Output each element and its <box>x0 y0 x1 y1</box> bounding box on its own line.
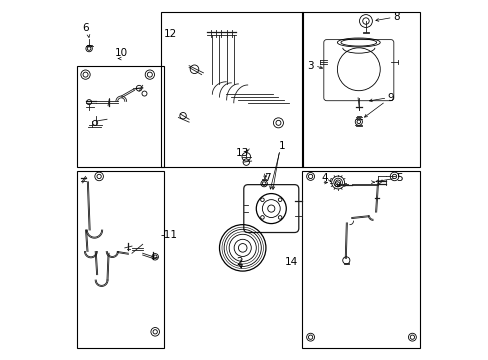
Bar <box>301 12 419 167</box>
Text: 5: 5 <box>396 173 403 183</box>
Text: 13: 13 <box>236 148 249 158</box>
Text: 12: 12 <box>164 28 177 39</box>
Text: 6: 6 <box>82 23 89 33</box>
Text: 8: 8 <box>392 13 399 22</box>
Bar <box>160 12 303 167</box>
Text: 1: 1 <box>278 141 285 151</box>
Bar <box>301 171 419 348</box>
Text: 3: 3 <box>306 61 313 71</box>
Text: 14: 14 <box>284 257 297 267</box>
Bar <box>77 66 164 167</box>
Text: 4: 4 <box>321 173 327 183</box>
Text: 2: 2 <box>235 257 242 267</box>
Text: 7: 7 <box>264 173 270 183</box>
Text: 10: 10 <box>115 48 127 58</box>
Text: -11: -11 <box>161 230 178 240</box>
Text: 9: 9 <box>387 93 393 103</box>
Bar <box>77 171 164 348</box>
